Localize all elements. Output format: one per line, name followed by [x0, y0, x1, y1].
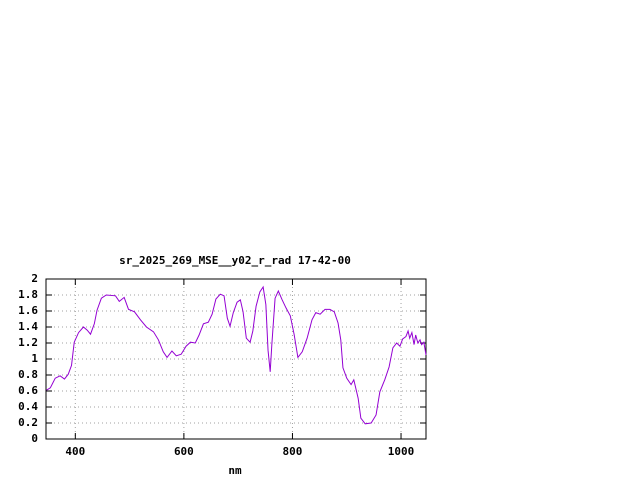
- plot-border: [45, 278, 427, 440]
- y-tick-label: 1.2: [18, 336, 38, 349]
- x-tick-label: 1000: [388, 445, 415, 458]
- y-tick-label: 0.6: [18, 384, 38, 397]
- y-tick-label: 2: [31, 272, 38, 285]
- y-tick-label: 0.4: [18, 400, 38, 413]
- x-tick-label: 600: [174, 445, 194, 458]
- x-tick-label: 400: [65, 445, 85, 458]
- data-line: [46, 285, 427, 425]
- y-tick-label: 0.2: [18, 416, 38, 429]
- y-tick-label: 1: [31, 352, 38, 365]
- x-tick-label: 800: [283, 445, 303, 458]
- y-tick-label: 1.6: [18, 304, 38, 317]
- y-tick-label: 1.4: [18, 320, 38, 333]
- x-axis-label: nm: [228, 464, 242, 477]
- chart-title: sr_2025_269_MSE__y02_r_rad 17-42-00: [119, 254, 351, 267]
- y-tick-label: 0: [31, 432, 38, 445]
- y-tick-label: 0.8: [18, 368, 38, 381]
- y-tick-label: 1.8: [18, 288, 38, 301]
